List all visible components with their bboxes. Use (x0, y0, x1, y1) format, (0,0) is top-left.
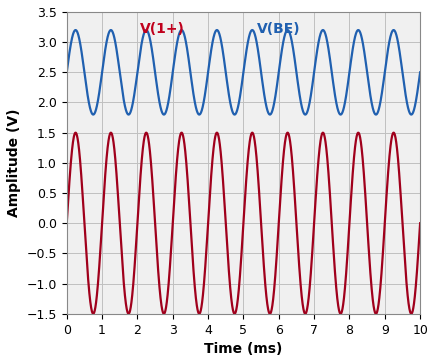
Y-axis label: Amplitude (V): Amplitude (V) (7, 109, 21, 217)
Text: V(1+): V(1+) (139, 22, 184, 36)
X-axis label: Time (ms): Time (ms) (204, 342, 282, 356)
Text: V(BE): V(BE) (256, 22, 300, 36)
